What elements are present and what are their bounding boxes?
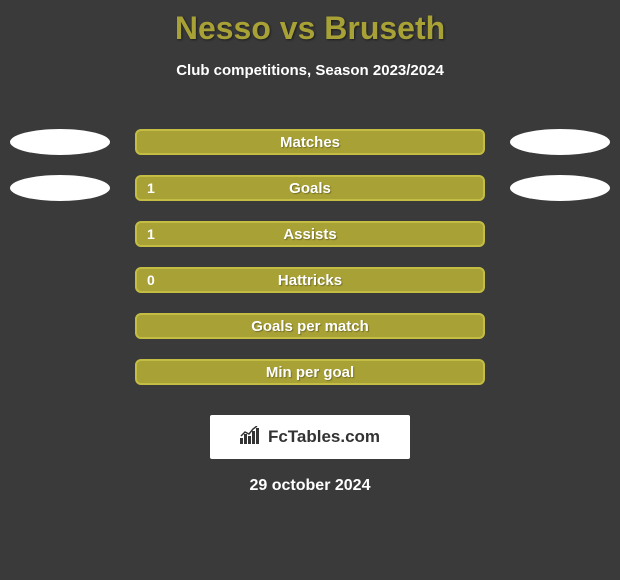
stat-bar: Min per goal	[135, 359, 485, 385]
bars-container: Matches 1 Goals 1 Assists 0 Hattricks Goals per…	[0, 119, 620, 395]
bar-label: Goals per match	[251, 318, 369, 335]
bar-label: Assists	[283, 226, 336, 243]
stat-bar: 1 Assists	[135, 221, 485, 247]
bar-wrapper: 1 Goals	[135, 175, 485, 201]
stat-row: Matches	[0, 119, 620, 165]
bar-label: Hattricks	[278, 272, 342, 289]
ellipse-right	[510, 175, 610, 201]
subtitle: Club competitions, Season 2023/2024	[0, 62, 620, 79]
bar-wrapper: 0 Hattricks	[135, 267, 485, 293]
stat-row: 1 Assists	[0, 211, 620, 257]
date-text: 29 october 2024	[0, 477, 620, 495]
logo-box: FcTables.com	[210, 415, 410, 459]
stat-bar: 1 Goals	[135, 175, 485, 201]
logo-text: FcTables.com	[268, 427, 380, 447]
ellipse-left	[10, 129, 110, 155]
title-text: Nesso vs Bruseth	[175, 10, 445, 46]
bar-label: Goals	[289, 180, 331, 197]
bar-label: Min per goal	[266, 364, 354, 381]
ellipse-right	[510, 129, 610, 155]
bar-wrapper: Goals per match	[135, 313, 485, 339]
stat-row: 1 Goals	[0, 165, 620, 211]
stat-bar: 0 Hattricks	[135, 267, 485, 293]
bar-wrapper: 1 Assists	[135, 221, 485, 247]
bar-value-left: 1	[147, 226, 155, 242]
stat-bar: Goals per match	[135, 313, 485, 339]
ellipse-left	[10, 175, 110, 201]
stat-row: Min per goal	[0, 349, 620, 395]
bar-value-left: 1	[147, 180, 155, 196]
bar-wrapper: Matches	[135, 129, 485, 155]
stat-row: 0 Hattricks	[0, 257, 620, 303]
bar-label: Matches	[280, 134, 340, 151]
stat-bar: Matches	[135, 129, 485, 155]
stat-row: Goals per match	[0, 303, 620, 349]
chart-icon	[240, 426, 262, 449]
bar-wrapper: Min per goal	[135, 359, 485, 385]
bar-value-left: 0	[147, 272, 155, 288]
page-title: Nesso vs Bruseth	[0, 0, 620, 47]
